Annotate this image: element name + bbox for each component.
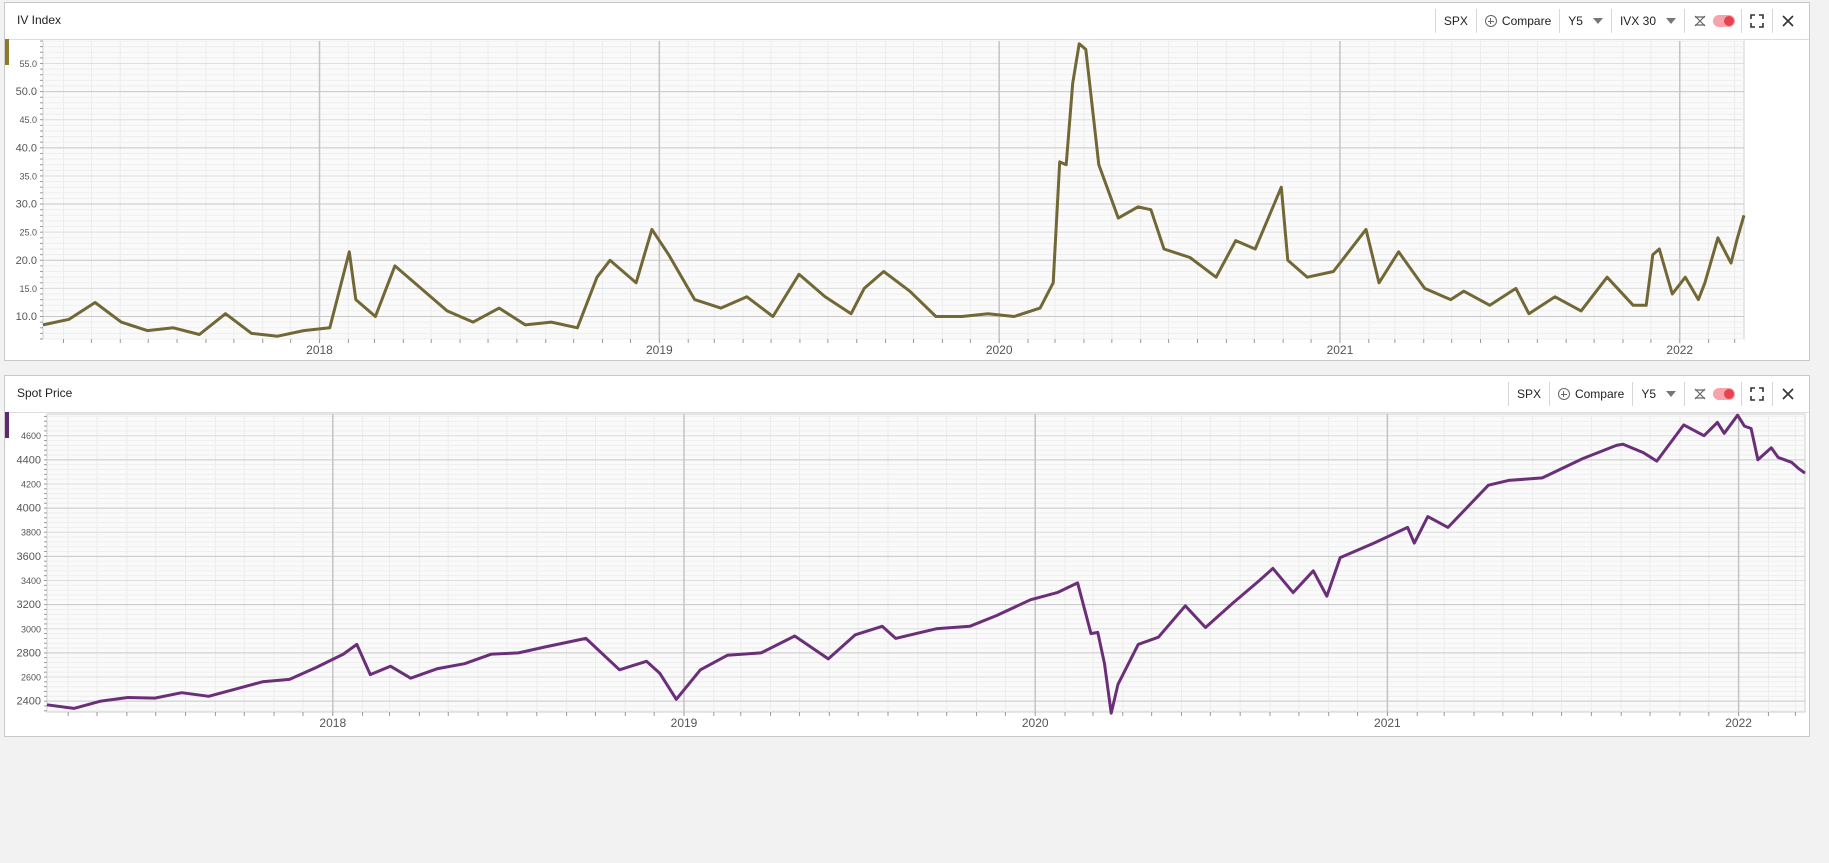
- y-tick-label: 35.0: [19, 171, 37, 181]
- y-axis: 10.0 15.0 20.0 25.0 30.0 35.0 40.0 45.0 50.0 55.0: [16, 40, 1744, 340]
- y-tick-label: 4400: [17, 454, 41, 466]
- spot-price-chart: 2400 2600 2800 3000 3200 3400 3600 3800 4000 4200…: [17, 413, 1806, 730]
- symbol-button[interactable]: SPX: [1434, 9, 1476, 33]
- y-tick-label: 40.0: [16, 142, 37, 154]
- y-tick-label: 3600: [17, 551, 41, 563]
- period-value: Y5: [1641, 387, 1656, 401]
- fullscreen-button[interactable]: [1741, 382, 1772, 406]
- series-line: [42, 42, 1746, 338]
- y-tick-label: 2800: [17, 647, 41, 659]
- close-button[interactable]: [1772, 9, 1803, 33]
- x-tick-label: 2020: [986, 343, 1013, 357]
- y-tick-label: 4600: [21, 431, 41, 441]
- compare-label: Compare: [1501, 14, 1552, 28]
- close-icon: [1782, 388, 1794, 400]
- fullscreen-button[interactable]: [1741, 9, 1772, 33]
- close-button[interactable]: [1772, 382, 1803, 406]
- y-axis: 2400 2600 2800 3000 3200 3400 3600 3800 4000 4200…: [17, 415, 1805, 712]
- y-tick-label: 2400: [17, 696, 41, 708]
- x-tick-label: 2020: [1022, 716, 1049, 730]
- iv-index-chart: 10.0 15.0 20.0 25.0 30.0 35.0 40.0 45.0 50.0 55.0…: [16, 40, 1746, 357]
- close-icon: [1782, 15, 1794, 27]
- compare-button[interactable]: Compare: [1548, 382, 1632, 406]
- hide-toggle-group[interactable]: [1684, 382, 1741, 406]
- y-tick-label: 50.0: [16, 86, 37, 98]
- series-value: IVX 30: [1619, 14, 1656, 28]
- x-axis: 2018 2019 2020 2021 2022: [67, 414, 1796, 730]
- panel-header: IV Index SPX Compare Y5 IVX 30: [5, 3, 1809, 40]
- y-tick-label: 10.0: [16, 311, 37, 323]
- y-tick-label: 25.0: [19, 228, 37, 238]
- chevron-down-icon: [1666, 391, 1676, 397]
- period-dropdown[interactable]: Y5: [1559, 9, 1611, 33]
- x-axis: 2018 2019 2020 2021 2022: [62, 41, 1736, 357]
- x-tick-label: 2018: [306, 343, 333, 357]
- y-tick-label: 3800: [21, 528, 41, 538]
- toggle-switch[interactable]: [1713, 388, 1735, 400]
- symbol-button[interactable]: SPX: [1507, 382, 1549, 406]
- crossed-arrows-icon: [1694, 15, 1706, 27]
- compare-label: Compare: [1574, 387, 1625, 401]
- x-tick-label: 2021: [1327, 343, 1354, 357]
- y-tick-label: 3400: [21, 576, 41, 586]
- y-tick-label: 2600: [21, 673, 41, 683]
- add-circle-icon: [1557, 388, 1570, 400]
- series-line: [46, 413, 1806, 715]
- series-dropdown[interactable]: IVX 30: [1610, 9, 1684, 33]
- chevron-down-icon: [1592, 18, 1603, 24]
- panel-title: IV Index: [17, 13, 62, 27]
- fullscreen-icon: [1750, 387, 1764, 401]
- period-value: Y5: [1568, 14, 1583, 28]
- panel-toolbar: SPX Compare Y5: [1507, 382, 1803, 406]
- y-tick-label: 20.0: [16, 255, 37, 267]
- fullscreen-icon: [1750, 14, 1764, 28]
- x-tick-label: 2022: [1666, 343, 1693, 357]
- minor-grid: [62, 41, 1736, 339]
- chevron-down-icon: [1666, 18, 1676, 24]
- x-tick-label: 2019: [671, 716, 698, 730]
- series-color-marker: [5, 39, 9, 65]
- iv-index-panel: IV Index SPX Compare Y5 IVX 30: [4, 2, 1810, 361]
- y-tick-label: 15.0: [19, 284, 37, 294]
- panel-toolbar: SPX Compare Y5 IVX 30: [1434, 9, 1803, 33]
- spot-price-panel: Spot Price SPX Compare Y5 2400 2600 28: [4, 375, 1810, 737]
- y-tick-label: 45.0: [19, 115, 37, 125]
- plot-area: [42, 40, 1745, 340]
- panel-header: Spot Price SPX Compare Y5: [5, 376, 1809, 413]
- toggle-switch[interactable]: [1713, 15, 1735, 27]
- y-tick-label: 55.0: [19, 59, 37, 69]
- x-tick-label: 2021: [1374, 716, 1401, 730]
- add-circle-icon: [1484, 15, 1497, 27]
- period-dropdown[interactable]: Y5: [1632, 382, 1684, 406]
- y-tick-label: 4000: [17, 503, 41, 515]
- hide-toggle-group[interactable]: [1684, 9, 1741, 33]
- compare-button[interactable]: Compare: [1475, 9, 1559, 33]
- x-tick-label: 2018: [319, 716, 346, 730]
- crossed-arrows-icon: [1694, 388, 1706, 400]
- x-tick-label: 2022: [1725, 716, 1752, 730]
- y-tick-label: 3000: [21, 624, 41, 634]
- y-tick-label: 30.0: [16, 199, 37, 211]
- panel-title: Spot Price: [17, 386, 73, 400]
- y-tick-label: 3200: [17, 599, 41, 611]
- y-tick-label: 4200: [21, 479, 41, 489]
- series-color-marker: [5, 412, 9, 438]
- x-tick-label: 2019: [646, 343, 673, 357]
